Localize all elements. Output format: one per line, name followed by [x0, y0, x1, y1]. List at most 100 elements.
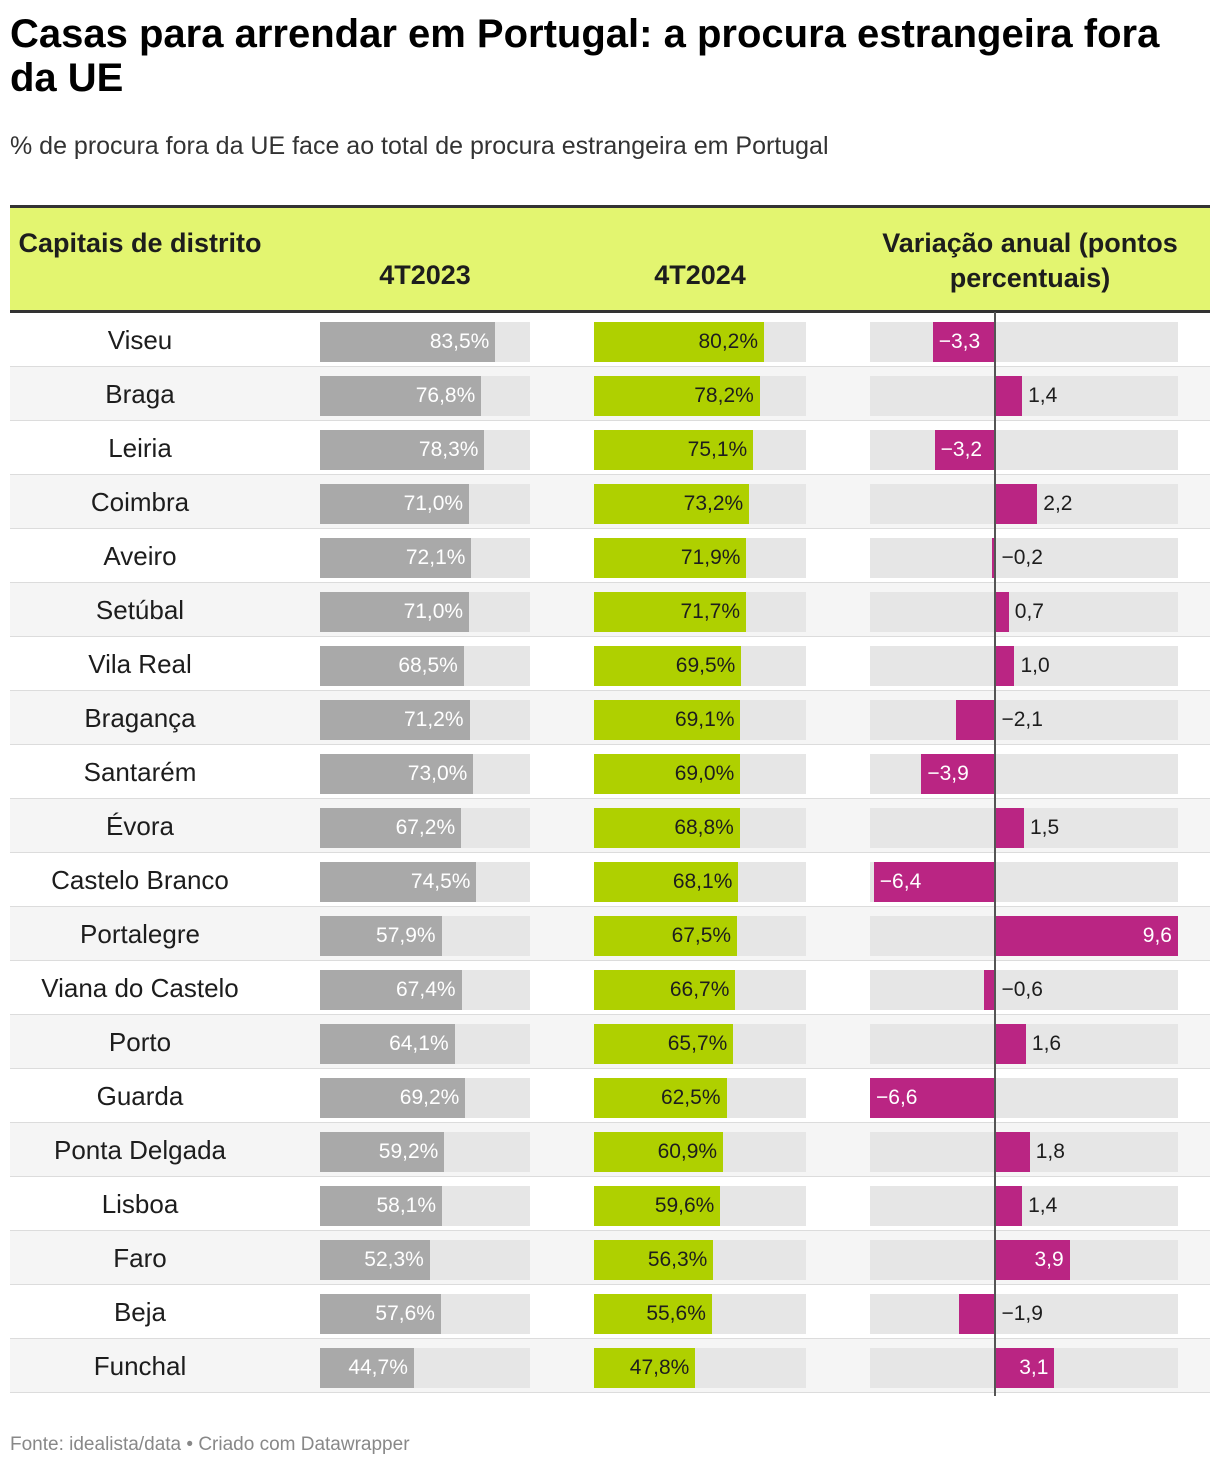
bar-change — [955, 700, 996, 740]
bar-4t2023 — [320, 430, 485, 470]
city-name: Évora — [106, 811, 174, 841]
bar-track-change: 1,4 — [870, 376, 1178, 416]
bar-track-change: −0,2 — [870, 538, 1178, 578]
label-4t2024: 56,3% — [647, 1248, 708, 1271]
bar-4t2023 — [320, 1348, 414, 1388]
label-4t2023: 44,7% — [348, 1356, 408, 1379]
bar-4t2024 — [594, 430, 754, 470]
bar-change — [984, 970, 996, 1010]
bar-4t2024 — [594, 970, 736, 1010]
bar-track-4t2024: 68,1% — [594, 862, 806, 902]
table-row: Portalegre 57,9% 67,5% 9,6 — [10, 907, 1210, 961]
bar-4t2023 — [320, 646, 464, 686]
bar-track-4t2024: 80,2% — [594, 322, 806, 362]
bar-4t2024 — [594, 646, 742, 686]
bar-track-change: −0,6 — [870, 970, 1178, 1010]
bar-track-4t2024: 78,2% — [594, 376, 806, 416]
city-name: Viseu — [107, 325, 173, 355]
bar-track-4t2023: 69,2% — [320, 1078, 530, 1118]
bar-4t2024 — [594, 1186, 721, 1226]
label-4t2024: 60,9% — [657, 1140, 718, 1163]
label-4t2024: 47,8% — [629, 1356, 690, 1379]
table-row: Santarém 73,0% 69,0% −3,9 — [10, 745, 1210, 799]
table-row: Beja 57,6% 55,6% −1,9 — [10, 1285, 1210, 1339]
label-4t2024: 59,6% — [654, 1194, 715, 1217]
table-row: Évora 67,2% 68,8% 1,5 — [10, 799, 1210, 853]
bar-change — [934, 430, 996, 470]
bar-4t2024 — [594, 1348, 696, 1388]
label-4t2024: 62,5% — [660, 1086, 721, 1109]
table-row: Viana do Castelo 67,4% 66,7% −0,6 — [10, 961, 1210, 1015]
data-table: Capitais de distrito 4T2023 4T2024 Varia… — [10, 205, 1210, 1393]
chart-subtitle: % de procura fora da UE face ao total de… — [10, 132, 829, 160]
city-name: Aveiro — [103, 541, 177, 571]
label-4t2024: 66,7% — [669, 978, 730, 1001]
bar-change — [870, 1078, 996, 1118]
label-change: 3,9 — [1034, 1248, 1064, 1271]
bar-track-4t2024: 71,7% — [594, 592, 806, 632]
label-change: −0,6 — [1001, 978, 1043, 1001]
label-change: 9,6 — [1142, 924, 1172, 947]
label-4t2023: 73,0% — [407, 762, 468, 785]
bar-track-4t2024: 47,8% — [594, 1348, 806, 1388]
bar-4t2023 — [320, 1240, 430, 1280]
bar-track-4t2023: 71,0% — [320, 484, 530, 524]
table-row: Vila Real 68,5% 69,5% 1,0 — [10, 637, 1210, 691]
bar-change — [959, 1294, 996, 1334]
bar-track-change: 3,9 — [870, 1240, 1178, 1280]
bar-track-change: 0,7 — [870, 592, 1178, 632]
bar-track-4t2024: 69,0% — [594, 754, 806, 794]
bar-4t2023 — [320, 808, 462, 848]
bar-track-4t2023: 71,2% — [320, 700, 530, 740]
city-name: Faro — [113, 1243, 167, 1273]
bar-track-4t2023: 76,8% — [320, 376, 530, 416]
bar-track-4t2023: 78,3% — [320, 430, 530, 470]
label-4t2023: 76,8% — [415, 384, 476, 407]
table-row: Funchal 44,7% 47,8% 3,1 — [10, 1339, 1210, 1393]
label-change: −3,2 — [940, 438, 983, 461]
table-header: Capitais de distrito 4T2023 4T2024 Varia… — [10, 205, 1210, 313]
bar-4t2024 — [594, 538, 747, 578]
label-4t2024: 69,0% — [674, 762, 735, 785]
bar-4t2023 — [320, 916, 442, 956]
label-change: −6,4 — [879, 870, 922, 893]
label-4t2024: 65,7% — [667, 1032, 728, 1055]
city-name: Viana do Castelo — [41, 973, 239, 1003]
bar-4t2023 — [320, 1186, 442, 1226]
label-4t2023: 71,0% — [403, 492, 464, 515]
label-4t2023: 57,6% — [375, 1302, 435, 1325]
label-4t2023: 52,3% — [364, 1248, 424, 1271]
bar-4t2023 — [320, 376, 482, 416]
label-change: 3,1 — [1019, 1356, 1049, 1379]
bar-track-change: 3,1 — [870, 1348, 1178, 1388]
label-change: −3,3 — [938, 330, 981, 353]
bar-track-change: 1,5 — [870, 808, 1178, 848]
label-change: 2,2 — [1043, 492, 1073, 515]
bar-track-change: 1,4 — [870, 1186, 1178, 1226]
city-name: Portalegre — [80, 919, 200, 949]
label-change: −2,1 — [1001, 708, 1043, 731]
bar-4t2023 — [320, 484, 470, 524]
label-4t2024: 78,2% — [694, 384, 754, 407]
header-city: Capitais de distrito — [18, 228, 262, 258]
label-4t2023: 83,5% — [429, 330, 490, 353]
bar-change — [995, 1240, 1070, 1280]
label-change: −3,9 — [927, 762, 969, 785]
bar-track-change: −3,3 — [870, 322, 1178, 362]
bar-change — [995, 1132, 1030, 1172]
label-4t2024: 69,1% — [674, 708, 735, 731]
bar-track-4t2024: 67,5% — [594, 916, 806, 956]
bar-4t2024 — [594, 322, 765, 362]
table-row: Braga 76,8% 78,2% 1,4 — [10, 367, 1210, 421]
city-name: Santarém — [83, 757, 197, 787]
bar-4t2024 — [594, 754, 741, 794]
bar-track-4t2023: 74,5% — [320, 862, 530, 902]
bar-change — [932, 322, 996, 362]
label-change: −6,6 — [876, 1086, 918, 1109]
city-name: Braga — [105, 379, 175, 409]
city-name: Castelo Branco — [51, 865, 229, 895]
bar-4t2023 — [320, 322, 496, 362]
bar-track-4t2024: 56,3% — [594, 1240, 806, 1280]
bar-track-4t2024: 66,7% — [594, 970, 806, 1010]
city-name: Ponta Delgada — [53, 1135, 227, 1165]
